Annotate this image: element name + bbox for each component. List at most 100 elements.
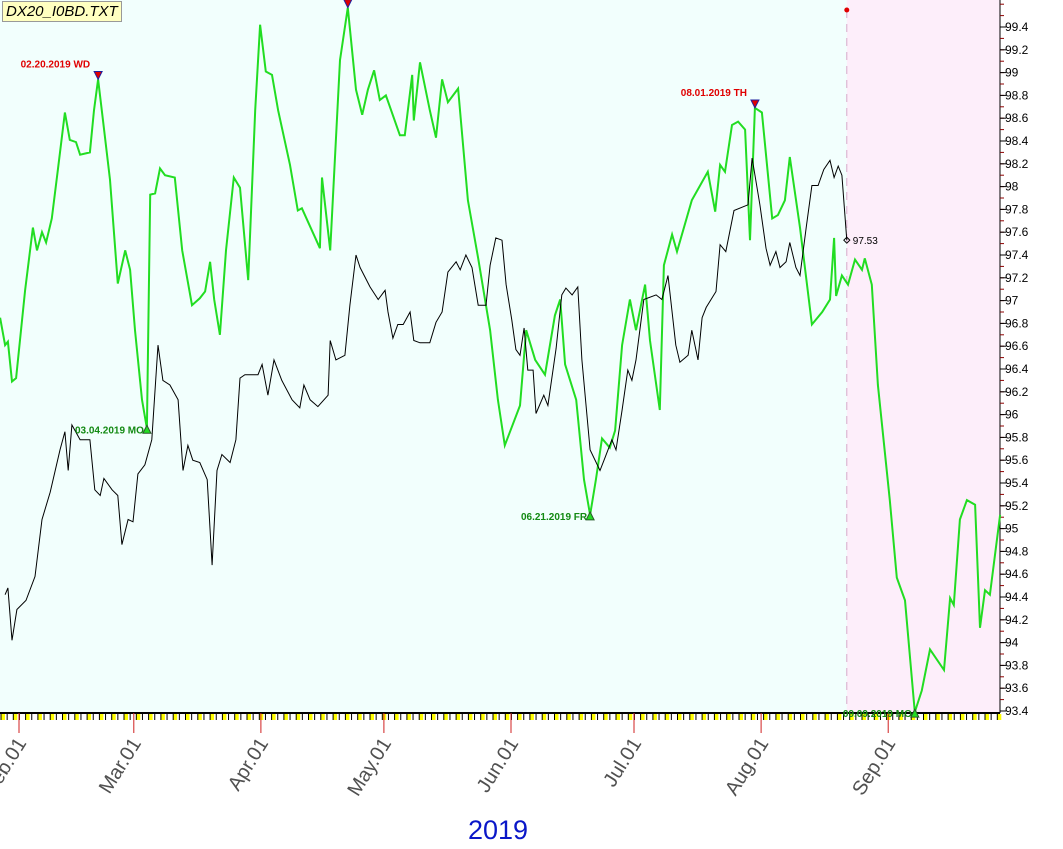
x-day-band xyxy=(529,714,534,720)
x-day-band xyxy=(247,714,251,720)
x-day-band xyxy=(480,714,485,720)
y-tick-label: 98.2 xyxy=(1005,157,1029,171)
x-day-band xyxy=(702,714,707,720)
x-day-band xyxy=(99,714,104,720)
plot-background xyxy=(0,0,1000,713)
trough-date-label: 06.21.2019 FR xyxy=(521,512,588,523)
x-day-band xyxy=(320,714,325,720)
x-tick-label: Sep.01 xyxy=(848,734,900,799)
y-tick-label: 96.4 xyxy=(1005,362,1029,376)
x-day-band xyxy=(874,714,879,720)
x-day-band xyxy=(677,714,682,720)
y-tick-label: 97 xyxy=(1005,294,1019,308)
y-tick-label: 97.6 xyxy=(1005,225,1029,239)
x-day-band xyxy=(923,714,928,720)
x-day-band xyxy=(566,714,571,720)
x-day-band xyxy=(136,714,141,720)
x-day-band xyxy=(222,714,227,720)
y-tick-label: 94.2 xyxy=(1005,613,1029,627)
last-value-marker: 97.53 xyxy=(843,236,878,247)
x-tick-label: Apr.01 xyxy=(224,734,273,795)
x-day-band xyxy=(960,714,965,720)
y-tick-label: 97.2 xyxy=(1005,271,1029,285)
y-tick-label: 94.6 xyxy=(1005,567,1029,581)
peak-marker-icon xyxy=(93,70,103,81)
x-day-band xyxy=(234,714,239,720)
y-tick-label: 97.8 xyxy=(1005,202,1029,216)
series-green-line xyxy=(0,7,1002,713)
x-day-band xyxy=(443,714,448,720)
x-day-band xyxy=(714,714,719,720)
x-day-band xyxy=(603,714,608,720)
x-day-band xyxy=(985,714,989,720)
x-day-band xyxy=(825,714,830,720)
x-day-band xyxy=(406,714,411,720)
x-day-band xyxy=(468,714,473,720)
x-day-band xyxy=(788,714,793,720)
x-day-band xyxy=(628,714,633,720)
x-day-band xyxy=(948,714,953,720)
x-day-band xyxy=(87,714,92,720)
x-day-band xyxy=(751,714,756,720)
x-axis: Feb.01 Mar.01 Apr.01 May.01 Jun.01 Jul.01 Aug.… xyxy=(0,712,1002,800)
x-day-band xyxy=(591,714,596,720)
y-tick-label: 95.2 xyxy=(1005,499,1029,513)
x-day-band xyxy=(640,714,645,720)
last-value-diamond-icon xyxy=(843,236,851,244)
x-day-band xyxy=(50,714,55,720)
x-day-band xyxy=(308,714,313,720)
chart-title: DX20_I0BD.TXT xyxy=(2,1,122,22)
x-day-band xyxy=(431,714,436,720)
y-tick-label: 96 xyxy=(1005,408,1019,422)
peak-marker-icon xyxy=(343,0,353,9)
x-tick-label: Feb.01 xyxy=(0,734,31,798)
x-day-band xyxy=(370,714,374,720)
y-tick-label: 95 xyxy=(1005,522,1019,536)
x-day-band xyxy=(935,714,940,720)
x-day-band xyxy=(1,714,5,720)
x-day-band xyxy=(345,714,350,720)
x-day-band xyxy=(652,714,657,720)
x-tick-label: May.01 xyxy=(344,734,397,800)
y-tick-label: 95.4 xyxy=(1005,476,1029,490)
y-tick-label: 98 xyxy=(1005,180,1019,194)
x-day-band xyxy=(394,714,399,720)
x-day-band xyxy=(837,714,842,720)
y-tick-label: 99.4 xyxy=(1005,20,1029,34)
x-tick-label: Aug.01 xyxy=(721,734,773,799)
x-day-band xyxy=(812,714,817,720)
trough-marker-icon xyxy=(585,510,595,521)
x-day-band xyxy=(296,714,301,720)
x-day-band xyxy=(739,714,743,720)
x-tick-label: Mar.01 xyxy=(95,734,146,798)
y-tick-label: 96.6 xyxy=(1005,339,1029,353)
y-tick-label: 99 xyxy=(1005,66,1019,80)
x-day-band xyxy=(271,714,276,720)
x-day-band xyxy=(111,714,116,720)
forecast-marker-dot xyxy=(844,7,850,13)
trough-marker-icon xyxy=(910,708,920,718)
x-day-band xyxy=(579,714,584,720)
x-day-band xyxy=(800,714,805,720)
y-tick-label: 96.8 xyxy=(1005,316,1029,330)
x-day-band xyxy=(185,714,190,720)
x-day-band xyxy=(283,714,288,720)
x-day-band xyxy=(505,714,510,720)
last-value-label: 97.53 xyxy=(853,236,878,247)
peak-marker-icon xyxy=(750,99,760,110)
x-day-band xyxy=(689,714,694,720)
y-tick-label: 94.4 xyxy=(1005,590,1029,604)
x-tick-label: Jun.01 xyxy=(473,734,523,797)
x-day-band xyxy=(74,714,79,720)
x-day-band xyxy=(25,714,30,720)
x-day-band xyxy=(148,714,153,720)
series-black-line xyxy=(4,158,848,641)
x-day-band xyxy=(333,714,338,720)
x-day-band xyxy=(517,714,522,720)
x-day-band xyxy=(554,714,559,720)
x-day-band xyxy=(173,714,178,720)
y-tick-label: 94 xyxy=(1005,636,1019,650)
x-tick-label: Jul.01 xyxy=(599,734,646,791)
y-axis: 93.4 93.6 93.8 94 94.2 94.4 94.6 94.8 95 95.2 95.4… xyxy=(999,0,1029,718)
